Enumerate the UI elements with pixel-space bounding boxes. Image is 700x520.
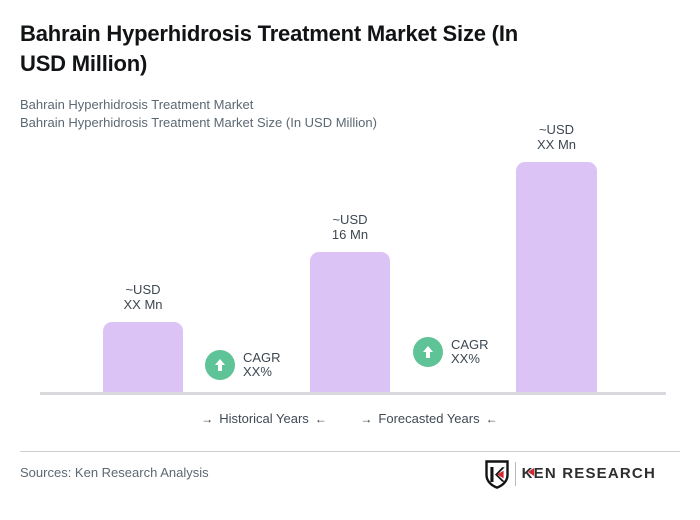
ken-research-shield-icon [484, 459, 509, 489]
axis-group-forecasted-years: → Forecasted Years ← [360, 411, 497, 426]
arrow-left-icon: ← [314, 412, 327, 426]
bar-value-label: ~USD XX Mn [536, 122, 576, 152]
arrow-up-icon [423, 346, 433, 358]
bar-label-line-2: XX Mn [536, 136, 576, 152]
sources-note: Sources: Ken Research Analysis [20, 465, 209, 480]
cagr-badge-historical: CAGR XX% [205, 350, 281, 380]
chart-subtitle-line-2: Bahrain Hyperhidrosis Treatment Market S… [20, 115, 377, 130]
axis-group-label: Forecasted Years [378, 411, 480, 426]
cagr-label: CAGR XX% [451, 336, 489, 367]
cagr-label-line-2: XX% [451, 351, 480, 366]
ken-research-logo: KEN RESEARCH [484, 459, 656, 489]
bar-value-label: ~USD 16 Mn [331, 212, 369, 242]
axis-group-historical-years: → Historical Years ← [201, 411, 327, 426]
arrow-left-icon: ← [485, 412, 498, 426]
footer-divider [20, 451, 680, 452]
bar-label-line-1: ~USD [125, 282, 161, 297]
cagr-label: CAGR XX% [243, 349, 281, 380]
bar [103, 322, 183, 392]
chart-baseline [40, 392, 666, 395]
bar-column-forecast-end: ~USD XX Mn [516, 122, 597, 392]
bar [516, 162, 597, 392]
bar-column-current: ~USD 16 Mn [310, 212, 390, 392]
page-title: Bahrain Hyperhidrosis Treatment Market S… [20, 19, 670, 79]
cagr-label-line-1: CAGR [243, 349, 281, 365]
bar [310, 252, 390, 392]
logo-k-with-red-triangle-icon: K [522, 459, 534, 489]
cagr-label-line-2: XX% [243, 364, 272, 379]
page-title-line-1: Bahrain Hyperhidrosis Treatment Market S… [20, 21, 518, 46]
arrow-right-icon: → [360, 412, 373, 426]
bar-label-line-2: XX Mn [123, 296, 163, 312]
bar-column-historical-start: ~USD XX Mn [103, 282, 183, 392]
chart-subtitle-line-1: Bahrain Hyperhidrosis Treatment Market [20, 97, 254, 112]
axis-group-label: Historical Years [219, 411, 309, 426]
bar-label-line-1: ~USD [538, 122, 575, 137]
logo-wordmark: KEN RESEARCH [522, 459, 656, 489]
arrow-up-icon [215, 359, 225, 371]
cagr-badge-forecast: CAGR XX% [413, 337, 489, 367]
cagr-label-line-1: CAGR [451, 336, 489, 352]
arrow-right-icon: → [201, 412, 214, 426]
cagr-growth-circle [413, 337, 443, 367]
cagr-growth-circle [205, 350, 235, 380]
bar-value-label: ~USD XX Mn [123, 282, 163, 312]
bar-label-line-1: ~USD [332, 212, 368, 227]
logo-wordmark-rest: EN RESEARCH [533, 465, 656, 482]
logo-separator [514, 462, 516, 486]
page-title-line-2: USD Million) [20, 51, 148, 76]
bar-label-line-2: 16 Mn [331, 226, 369, 242]
chart-subtitle: Bahrain Hyperhidrosis Treatment Market B… [20, 96, 640, 132]
